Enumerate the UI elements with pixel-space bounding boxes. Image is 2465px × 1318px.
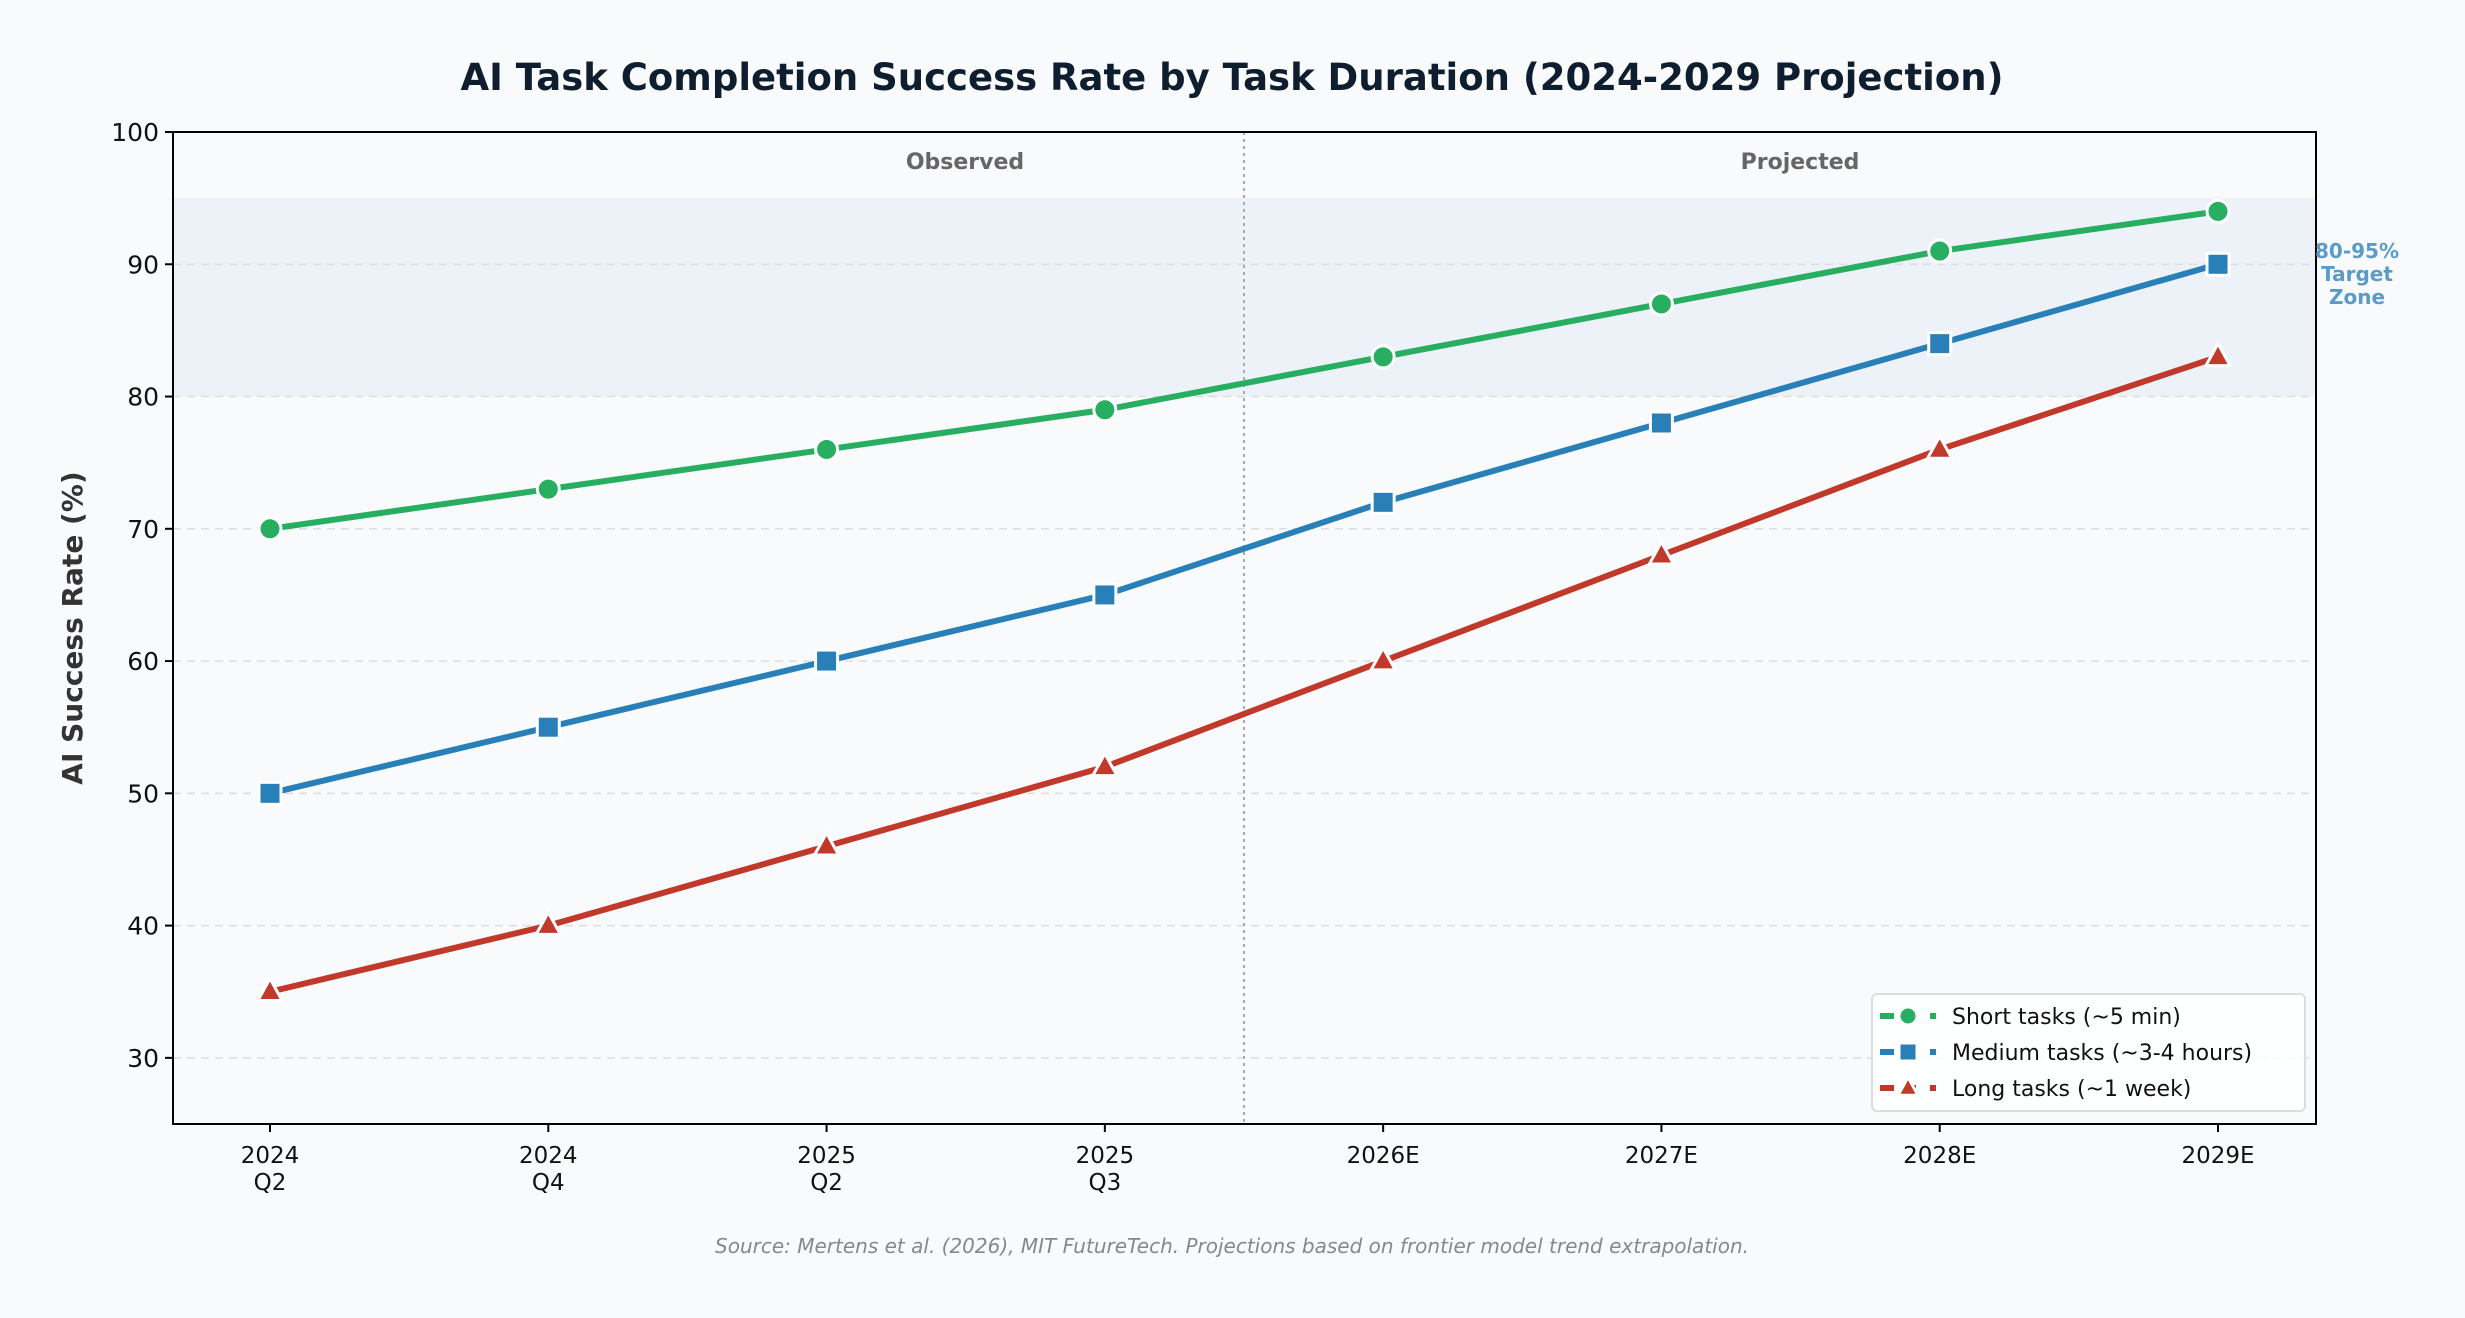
- legend: Short tasks (~5 min) Medium tasks (~3-4 h…: [1871, 993, 2306, 1112]
- series-circle: [257, 198, 2231, 542]
- y-tick-label: 100: [111, 118, 159, 147]
- triangle-marker: [1895, 1074, 1921, 1097]
- square-marker: [814, 648, 840, 674]
- legend-entry: Medium tasks (~3-4 hours): [1880, 1041, 2252, 1066]
- target-zone-label-line: Zone: [2329, 285, 2385, 309]
- series-lines: [255, 198, 2233, 1003]
- square-marker: [1370, 489, 1396, 515]
- y-tick-label: 30: [127, 1044, 159, 1073]
- target-zone-label-line: Target: [2321, 262, 2393, 286]
- legend-entry: Long tasks (~1 week): [1880, 1074, 2191, 1102]
- triangle-marker: [2203, 340, 2233, 368]
- x-tick-label: Q2: [810, 1170, 843, 1196]
- square-marker: [1927, 331, 1953, 357]
- source-note: Source: Mertens et al. (2026), MIT Futur…: [715, 1234, 1749, 1258]
- legend-label: Medium tasks (~3-4 hours): [1952, 1041, 2252, 1066]
- circle-marker: [814, 436, 840, 462]
- series-square: [257, 251, 2231, 806]
- y-axis-ticks: 30 40 50 60 70 80 90 100: [111, 118, 173, 1073]
- circle-marker: [1897, 1005, 1919, 1027]
- x-tick-label: 2028E: [1903, 1143, 1976, 1169]
- x-tick-label: 2027E: [1625, 1143, 1698, 1169]
- series-line: [269, 261, 2219, 797]
- square-marker: [535, 714, 561, 740]
- x-tick-label: Q4: [532, 1170, 565, 1196]
- series-line: [269, 208, 2219, 532]
- circle-marker: [257, 516, 283, 542]
- triangle-marker: [811, 829, 842, 857]
- legend-entry: Short tasks (~5 min): [1880, 1005, 2181, 1030]
- legend-label: Long tasks (~1 week): [1952, 1077, 2191, 1102]
- x-tick-label: 2026E: [1347, 1143, 1420, 1169]
- y-tick-label: 40: [127, 912, 159, 941]
- circle-marker: [1648, 291, 1674, 317]
- series-line: [269, 354, 2219, 995]
- y-tick-label: 90: [127, 250, 159, 279]
- circle-marker: [1927, 238, 1953, 264]
- target-band: [173, 198, 2316, 397]
- circle-marker: [1370, 344, 1396, 370]
- y-axis-label: AI Success Rate (%): [56, 471, 89, 784]
- triangle-marker: [533, 909, 563, 936]
- circle-marker: [535, 476, 561, 502]
- x-tick-label: 2025: [797, 1143, 856, 1169]
- y-tick-label: 70: [127, 515, 159, 544]
- axes-frame: [172, 131, 2317, 1125]
- region-label-observed: Observed: [906, 150, 1024, 175]
- circle-marker: [2205, 198, 2231, 224]
- triangle-marker: [1368, 644, 1398, 672]
- x-tick-label: 2024: [519, 1143, 578, 1169]
- square-marker: [1897, 1041, 1919, 1063]
- y-tick-label: 60: [127, 647, 159, 676]
- square-marker: [1648, 410, 1674, 436]
- series-triangle: [255, 340, 2233, 1003]
- square-marker: [2205, 251, 2231, 277]
- target-band-rect: [173, 198, 2316, 397]
- triangle-marker: [1646, 538, 1677, 566]
- chart-title: AI Task Completion Success Rate by Task …: [461, 56, 2004, 99]
- x-tick-label: 2025: [1076, 1143, 1135, 1169]
- triangle-marker: [1090, 750, 1120, 778]
- legend-label: Short tasks (~5 min): [1952, 1005, 2181, 1030]
- y-tick-label: 80: [127, 383, 159, 412]
- x-tick-label: Q3: [1088, 1170, 1121, 1196]
- x-tick-label: Q2: [254, 1170, 287, 1196]
- triangle-marker: [1925, 433, 1955, 460]
- square-marker: [1092, 582, 1118, 608]
- legend-box: [1871, 993, 2306, 1112]
- square-marker: [257, 780, 283, 806]
- x-tick-label: 2029E: [2181, 1143, 2254, 1169]
- region-label-projected: Projected: [1741, 150, 1860, 175]
- triangle-marker: [255, 975, 285, 1003]
- y-tick-label: 50: [127, 779, 159, 808]
- target-zone-label-line: 80-95%: [2315, 239, 2399, 263]
- circle-marker: [1092, 397, 1118, 423]
- x-tick-label: 2024: [241, 1143, 300, 1169]
